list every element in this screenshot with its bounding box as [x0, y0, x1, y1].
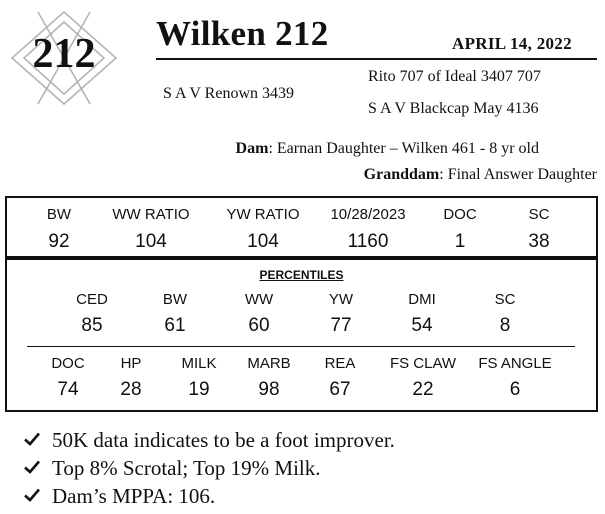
list-item: Top 8% Scrotal; Top 19% Milk. — [22, 454, 602, 482]
epd-value-sc: 38 — [528, 231, 550, 252]
epd-header-doc: DOC — [443, 206, 477, 223]
pct-value-milk: 19 — [188, 379, 210, 400]
list-item: 50K data indicates to be a foot improver… — [22, 426, 602, 454]
pct-header-ced: CED — [76, 291, 108, 308]
pct-value-fs-claw: 22 — [412, 379, 434, 400]
notes-list: 50K data indicates to be a foot improver… — [22, 426, 602, 510]
pct-header-bw: BW — [162, 291, 188, 308]
check-mark-icon — [24, 460, 40, 474]
sire: S A V Renown 3439 — [163, 85, 294, 102]
percentiles-divider — [27, 346, 575, 347]
dam-value: Earnan Daughter – Wilken 461 - 8 yr old — [276, 140, 539, 157]
header-divider — [156, 58, 597, 60]
pct-value-yw: 77 — [330, 315, 352, 336]
epd-header-yw-ratio: YW RATIO — [226, 206, 300, 223]
granddam-line: Granddam: Final Answer Daughter — [363, 166, 597, 183]
list-item: Dam’s MPPA: 106. — [22, 482, 602, 510]
pct-value-rea: 67 — [329, 379, 351, 400]
pct-header-milk: MILK — [181, 355, 217, 372]
epd-header-bw: BW — [46, 206, 72, 223]
pct-header-hp: HP — [120, 355, 142, 372]
epd-value-ww-ratio: 104 — [135, 231, 167, 252]
epd-table: BW 92 WW RATIO 104 YW RATIO 104 10/28/20… — [5, 196, 598, 258]
pct-header-fs-angle: FS ANGLE — [478, 355, 552, 372]
pct-header-ww: WW — [244, 291, 274, 308]
pct-header-yw: YW — [328, 291, 354, 308]
epd-value-bw: 92 — [48, 231, 70, 252]
animal-name: Wilken 212 — [156, 14, 329, 53]
pct-value-bw: 61 — [164, 315, 186, 336]
granddam-label: Granddam — [363, 166, 440, 183]
lot-badge-diamond-icon — [10, 10, 118, 106]
sire-dam: S A V Blackcap May 4136 — [368, 100, 539, 117]
epd-header-weigh-date: 10/28/2023 — [330, 206, 406, 223]
pct-value-hp: 28 — [120, 379, 142, 400]
pct-value-ced: 85 — [81, 315, 103, 336]
note-text: 50K data indicates to be a foot improver… — [52, 428, 395, 452]
percentiles-title: PERCENTILES — [259, 268, 344, 282]
pct-header-dmi: DMI — [408, 291, 436, 308]
percentiles-table: PERCENTILES CED 85 BW 61 WW 60 YW 77 DMI… — [5, 258, 598, 412]
sire-sire: Rito 707 of Ideal 3407 707 — [368, 68, 541, 85]
pct-header-fs-claw: FS CLAW — [389, 355, 457, 372]
pct-value-fs-angle: 6 — [509, 379, 521, 400]
note-text: Top 8% Scrotal; Top 19% Milk. — [52, 456, 321, 480]
pct-header-sc: SC — [494, 291, 516, 308]
epd-header-ww-ratio: WW RATIO — [112, 206, 190, 223]
pct-value-doc: 74 — [57, 379, 79, 400]
check-mark-icon — [24, 488, 40, 502]
pct-value-sc: 8 — [499, 315, 511, 336]
note-text: Dam’s MPPA: 106. — [52, 484, 216, 508]
pct-value-ww: 60 — [248, 315, 270, 336]
pct-value-dmi: 54 — [411, 315, 433, 336]
granddam-value: Final Answer Daughter — [447, 166, 597, 183]
pct-value-marb: 98 — [258, 379, 280, 400]
pct-header-rea: REA — [324, 355, 356, 372]
dam-line: Dam: Earnan Daughter – Wilken 461 - 8 yr… — [235, 140, 539, 157]
lot-number: 212 — [32, 31, 96, 77]
pct-header-marb: MARB — [247, 355, 291, 372]
epd-value-doc: 1 — [454, 231, 466, 252]
sale-date: APRIL 14, 2022 — [452, 34, 572, 53]
epd-value-weight: 1160 — [347, 231, 389, 252]
epd-value-yw-ratio: 104 — [247, 231, 279, 252]
check-mark-icon — [24, 432, 40, 446]
epd-header-sc: SC — [528, 206, 550, 223]
pct-header-doc: DOC — [51, 355, 85, 372]
dam-label: Dam — [235, 140, 269, 157]
